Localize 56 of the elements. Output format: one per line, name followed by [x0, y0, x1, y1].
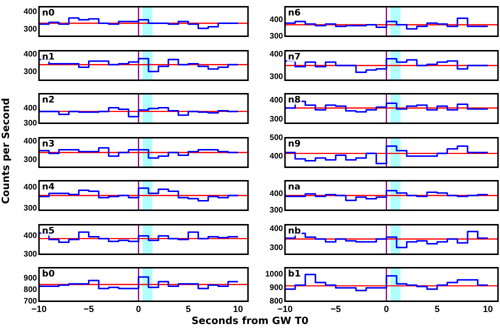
chart-title: n0 — [42, 8, 55, 19]
y-tick-label: 400 — [270, 96, 284, 105]
y-tick-label: 500 — [270, 132, 284, 142]
chart-title: n4 — [42, 182, 55, 193]
x-tick-label: 10 — [482, 304, 493, 314]
x-tick-label: −5 — [330, 304, 341, 314]
y-tick-label: 400 — [24, 182, 38, 192]
x-tick-label: 10 — [233, 304, 244, 314]
x-axis-title: Seconds from GW T0 — [190, 316, 310, 328]
y-tick-label: 800 — [270, 296, 284, 306]
y-tick-label: 300 — [24, 248, 38, 258]
y-tick-label: 400 — [24, 7, 38, 16]
y-tick-label: 300 — [24, 203, 38, 212]
y-tick-label: 900 — [24, 273, 38, 282]
y-tick-label: 300 — [24, 118, 38, 128]
y-tick-label: 800 — [24, 284, 38, 294]
y-tick-label: 300 — [24, 154, 38, 164]
y-tick-label: 400 — [270, 150, 284, 160]
x-tick-label: 0 — [384, 304, 389, 314]
y-tick-label: 400 — [24, 48, 38, 58]
x-tick-label: 5 — [186, 304, 191, 314]
y-tick-label: 300 — [270, 205, 284, 214]
chart-title: n2 — [42, 96, 55, 106]
y-tick-label: 700 — [24, 296, 38, 306]
x-tick-label: 0 — [136, 304, 142, 314]
y-tick-label: 400 — [24, 104, 38, 113]
chart-title: n9 — [288, 139, 301, 150]
chart-title: na — [288, 182, 300, 193]
y-tick-label: 300 — [270, 242, 284, 252]
x-tick-label: −10 — [31, 304, 47, 314]
y-tick-label: 400 — [24, 230, 38, 240]
y-tick-label: 400 — [270, 223, 284, 232]
y-tick-label: 400 — [270, 48, 284, 58]
y-tick-label: 1000 — [265, 270, 284, 279]
chart-title: n8 — [288, 96, 301, 106]
chart-title: n5 — [42, 226, 55, 236]
chart-title: b0 — [42, 270, 55, 280]
y-tick-label: 400 — [24, 136, 38, 146]
y-tick-label: 400 — [270, 189, 284, 198]
x-tick-label: 5 — [434, 304, 440, 314]
chart-title: n1 — [42, 52, 55, 62]
y-tick-label: 300 — [24, 24, 38, 34]
y-tick-label: 300 — [24, 66, 38, 76]
chart-title: n7 — [288, 52, 301, 62]
y-tick-label: 400 — [270, 15, 284, 24]
chart-title: b1 — [288, 270, 301, 280]
y-tick-label: 900 — [270, 283, 284, 292]
y-axis-title: Counts per Second — [1, 96, 13, 206]
chart-title: n3 — [42, 139, 55, 150]
x-tick-label: −10 — [277, 304, 293, 314]
y-tick-label: 300 — [270, 114, 284, 124]
y-tick-label: 300 — [270, 72, 284, 81]
y-tick-label: 300 — [270, 31, 284, 40]
x-tick-label: −5 — [84, 304, 94, 314]
chart-title: nb — [288, 226, 302, 236]
chart-title: n6 — [288, 8, 301, 19]
